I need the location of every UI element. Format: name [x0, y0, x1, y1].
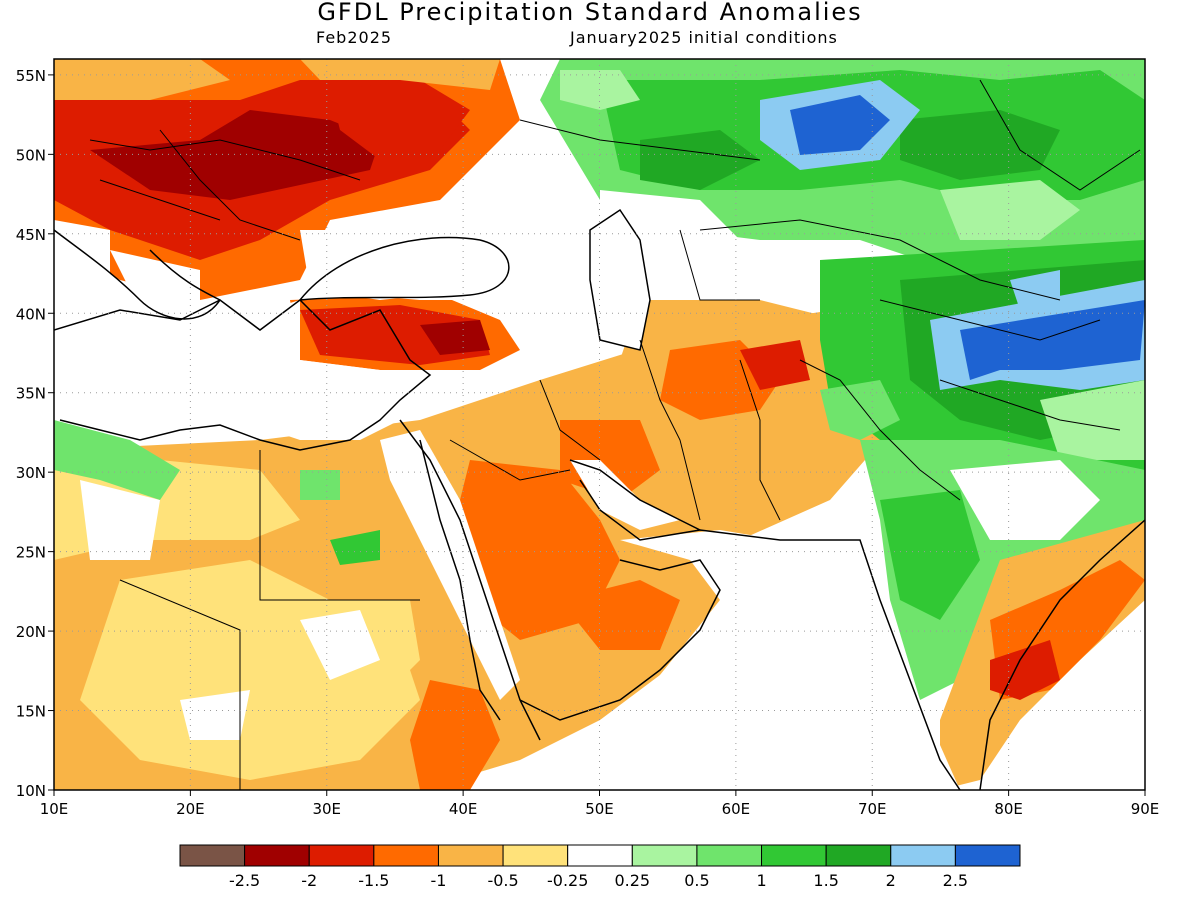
colorbar-label: 1	[756, 871, 766, 890]
lat-tick-label: 55N	[16, 67, 46, 85]
lon-tick-label: 50E	[585, 800, 614, 818]
colorbar-swatch	[954, 844, 1021, 867]
lat-tick-label: 15N	[16, 703, 46, 721]
anomaly-field	[54, 59, 1145, 790]
lon-tick-label: 20E	[176, 800, 205, 818]
colorbar: -2.5 -2 -1.5 -1 -0.5 -0.25 0.25 0.5 1 1.5 2 2.5	[179, 844, 1021, 890]
colorbar-swatch	[631, 844, 698, 867]
colorbar-label: -0.5	[487, 871, 518, 890]
chart-title: GFDL Precipitation Standard Anomalies	[317, 0, 863, 26]
colorbar-swatch	[502, 844, 569, 867]
country-borders	[89, 79, 1141, 790]
lon-tick-label: 90E	[1131, 800, 1160, 818]
lat-tick-label: 10N	[16, 782, 46, 800]
colorbar-label: -1	[430, 871, 446, 890]
colorbar-label: 0.25	[614, 871, 650, 890]
lat-tick-label: 50N	[16, 146, 46, 164]
colorbar-swatch	[437, 844, 504, 867]
colorbar-label: 1.5	[813, 871, 838, 890]
colorbar-label: -2.5	[229, 871, 260, 890]
lat-tick-label: 25N	[16, 544, 46, 562]
coastlines	[54, 208, 1145, 790]
colorbar-swatch	[761, 844, 827, 867]
colorbar-label: -1.5	[358, 871, 389, 890]
colorbar-swatch	[696, 844, 763, 867]
colorbar-label: -2	[301, 871, 317, 890]
lon-tick-label: 40E	[449, 800, 478, 818]
lat-tick-label: 30N	[16, 464, 46, 482]
lon-tick-label: 80E	[994, 800, 1023, 818]
lat-tick-label: 35N	[16, 385, 46, 403]
lat-tick-label: 45N	[16, 226, 46, 244]
colorbar-label: -0.25	[547, 871, 588, 890]
colorbar-swatch	[308, 844, 375, 867]
colorbar-swatch	[179, 844, 246, 867]
colorbar-swatch	[244, 844, 310, 867]
lat-tick-label: 20N	[16, 623, 46, 641]
axes: 10E 20E 30E 40E 50E 60E 70E 80E 90E 10N 15N 20N 25N 3…	[16, 67, 1160, 818]
forecast-month: Feb2025	[316, 28, 393, 47]
colorbar-label: 0.5	[684, 871, 709, 890]
lon-tick-label: 70E	[858, 800, 887, 818]
colorbar-label: 2.5	[943, 871, 968, 890]
lon-tick-label: 10E	[40, 800, 69, 818]
lon-tick-label: 60E	[722, 800, 751, 818]
lon-tick-label: 30E	[312, 800, 341, 818]
colorbar-label: 2	[886, 871, 896, 890]
colorbar-swatch	[890, 844, 956, 867]
colorbar-swatch	[825, 844, 892, 867]
lat-tick-label: 40N	[16, 305, 46, 323]
initial-conditions: January2025 initial conditions	[570, 28, 838, 47]
colorbar-swatch	[373, 844, 439, 867]
colorbar-swatch	[567, 844, 633, 867]
